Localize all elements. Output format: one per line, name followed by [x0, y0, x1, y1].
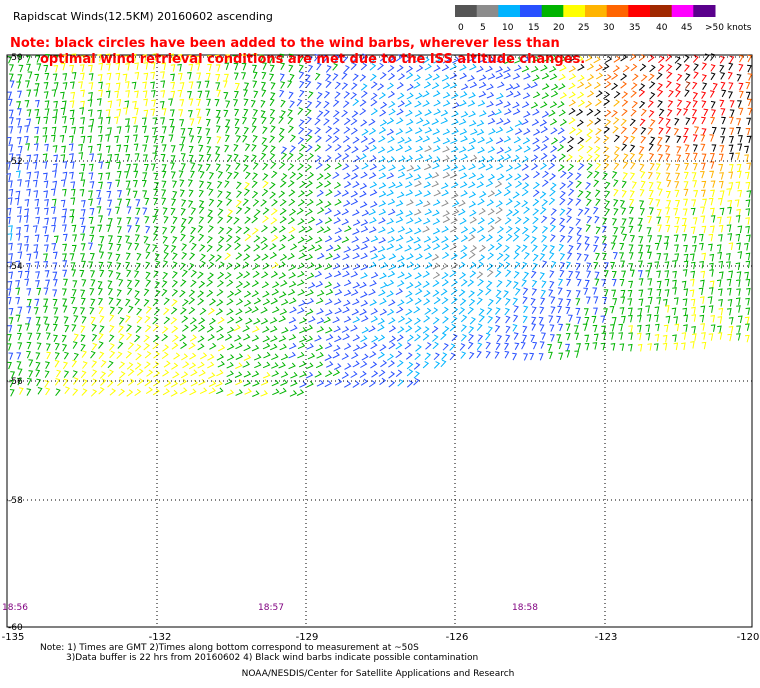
- time-label-1857: 18:57: [258, 603, 284, 613]
- legend-swatch: [650, 5, 673, 17]
- legend-swatch: [455, 5, 478, 17]
- lat-lon-grid: [7, 55, 752, 627]
- footer-note-1: Note: 1) Times are GMT 2)Times along bot…: [40, 643, 419, 653]
- legend-swatch: [476, 5, 499, 17]
- footer-note-2: 3)Data buffer is 22 hrs from 20160602 4)…: [66, 653, 478, 663]
- legend-swatch: [628, 5, 651, 17]
- map-frame: [6, 54, 753, 628]
- legend-label-30: 30: [603, 23, 615, 33]
- lat-label-60: -60: [8, 623, 23, 633]
- footer-credit: NOAA/NESDIS/Center for Satellite Applica…: [242, 669, 515, 679]
- map-title: Rapidscat Winds(12.5KM) 20160602 ascendi…: [13, 10, 273, 23]
- lon-label-129: -129: [296, 632, 319, 643]
- lon-label-123: -123: [595, 632, 618, 643]
- legend-label-15: 15: [528, 23, 539, 33]
- wind-speed-legend: 0 5 10 15 20 25 30 35 40 45 >50 knots: [455, 5, 752, 33]
- time-label-1858: 18:58: [512, 603, 538, 613]
- lon-label-126: -126: [446, 632, 469, 643]
- time-label-1856: 18:56: [2, 603, 28, 613]
- legend-label-20: 20: [553, 23, 565, 33]
- legend-swatch: [693, 5, 716, 17]
- legend-label-25: 25: [578, 23, 589, 33]
- lat-label-52: -52: [8, 157, 23, 167]
- legend-label-5: 5: [480, 23, 486, 33]
- legend-label-50: >50 knots: [705, 23, 752, 33]
- legend-swatch: [606, 5, 629, 17]
- legend-label-40: 40: [656, 23, 668, 33]
- legend-swatch: [563, 5, 586, 17]
- lat-labels: -50 -52 -54 -56 -58 -60: [8, 53, 23, 633]
- legend-swatch: [541, 5, 564, 17]
- time-labels: 18:56 18:57 18:58: [2, 603, 538, 613]
- note-line-1: Note: black circles have been added to t…: [10, 36, 560, 51]
- lon-label-120: -120: [737, 632, 760, 643]
- lat-label-50: -50: [8, 53, 23, 63]
- lat-label-56: -56: [8, 377, 23, 387]
- legend-swatches: [455, 5, 716, 17]
- legend-swatch: [585, 5, 608, 17]
- lon-label-135: -135: [2, 632, 25, 643]
- lat-label-58: -58: [8, 496, 23, 506]
- legend-swatch: [671, 5, 694, 17]
- lat-label-54: -54: [8, 262, 23, 272]
- legend-swatch: [520, 5, 543, 17]
- wind-barbs-layer: [6, 53, 753, 397]
- legend-label-35: 35: [629, 23, 640, 33]
- legend-label-0: 0: [458, 23, 464, 33]
- legend-swatch: [498, 5, 521, 17]
- legend-labels: 0 5 10 15 20 25 30 35 40 45 >50 knots: [458, 23, 752, 33]
- lon-labels: -135 -132 -129 -126 -123 -120: [2, 632, 760, 643]
- lon-label-132: -132: [149, 632, 172, 643]
- note-line-2: optimal wind retrieval conditions are me…: [40, 52, 585, 67]
- legend-label-45: 45: [681, 23, 692, 33]
- legend-label-10: 10: [502, 23, 514, 33]
